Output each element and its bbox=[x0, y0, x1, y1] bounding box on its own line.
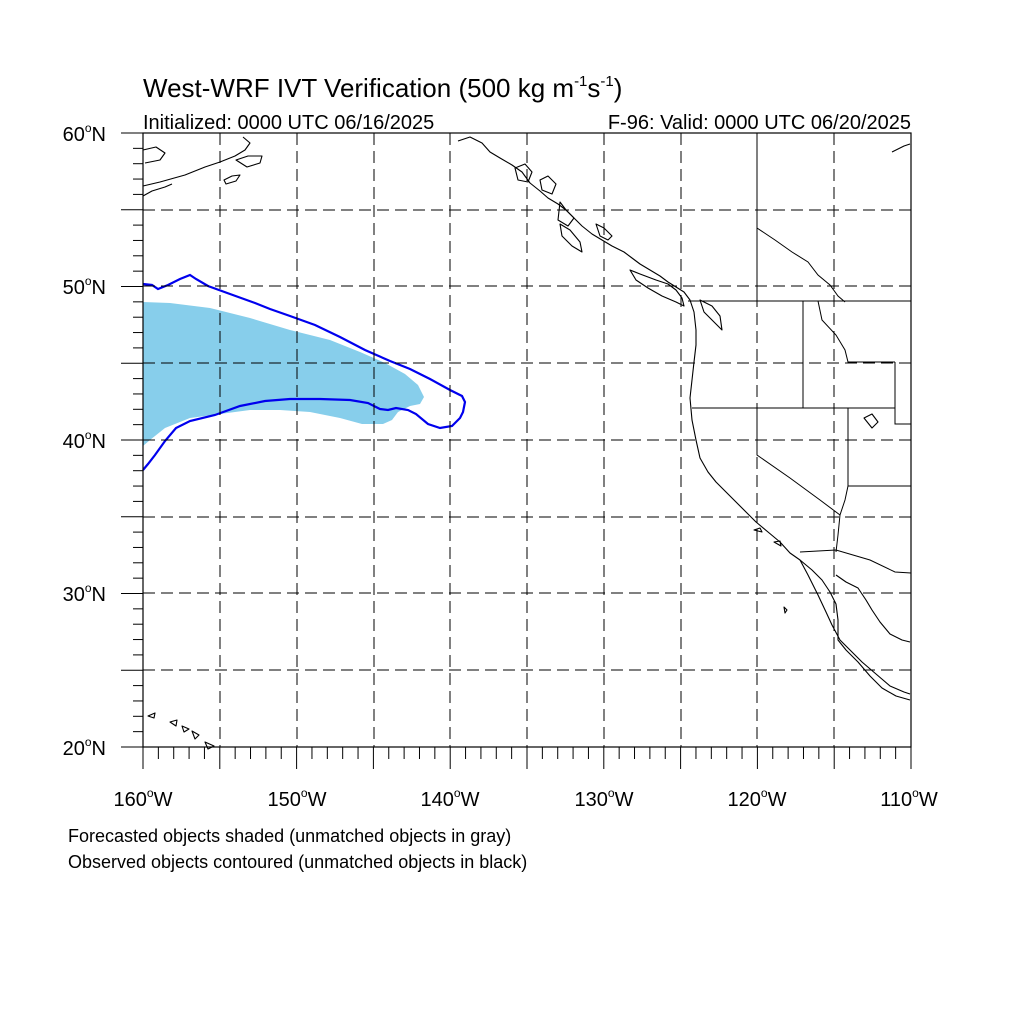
longitude-labels: 160oW 150oW 140oW 130oW 120oW 110oW bbox=[114, 786, 938, 811]
valid-time-label: F-96: Valid: 0000 UTC 06/20/2025 bbox=[608, 112, 911, 134]
init-time-label: Initialized: 0000 UTC 06/16/2025 bbox=[143, 112, 434, 134]
legend-forecast-note: Forecasted objects shaded (unmatched obj… bbox=[68, 826, 512, 846]
lon-label-150: 150oW bbox=[268, 786, 327, 811]
lon-label-120: 120oW bbox=[728, 786, 787, 811]
map-title: West-WRF IVT Verification (500 kg m-1s-1… bbox=[143, 73, 622, 103]
axis-ticks bbox=[121, 132, 912, 769]
latitude-labels: 60oN 50oN 40oN 30oN 20oN bbox=[63, 121, 106, 760]
lon-label-130: 130oW bbox=[575, 786, 634, 811]
lon-label-110: 110oW bbox=[880, 786, 938, 811]
graticule bbox=[143, 133, 911, 747]
map-frame bbox=[142, 132, 912, 748]
legend-observed-note: Observed objects contoured (unmatched ob… bbox=[68, 852, 528, 872]
lat-label-20: 20oN bbox=[63, 735, 106, 760]
lat-label-50: 50oN bbox=[63, 274, 106, 299]
state-borders bbox=[688, 133, 912, 574]
lat-label-40: 40oN bbox=[63, 428, 106, 453]
forecast-object bbox=[143, 302, 424, 446]
lat-label-60: 60oN bbox=[63, 121, 106, 146]
lon-label-140: 140oW bbox=[421, 786, 480, 811]
lon-label-160: 160oW bbox=[114, 786, 173, 811]
lat-label-30: 30oN bbox=[63, 581, 106, 606]
observed-contour bbox=[142, 273, 467, 471]
